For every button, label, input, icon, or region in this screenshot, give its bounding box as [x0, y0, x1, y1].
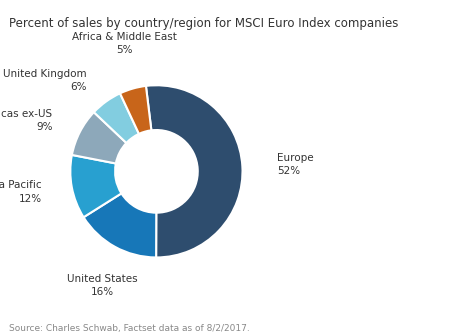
Wedge shape: [120, 86, 151, 134]
Text: Americas ex-US
9%: Americas ex-US 9%: [0, 109, 53, 132]
Wedge shape: [72, 112, 127, 164]
Text: Europe
52%: Europe 52%: [277, 153, 313, 176]
Text: Source: Charles Schwab, Factset data as of 8/2/2017.: Source: Charles Schwab, Factset data as …: [9, 324, 250, 333]
Wedge shape: [94, 93, 139, 143]
Wedge shape: [83, 194, 156, 257]
Wedge shape: [146, 85, 243, 257]
Wedge shape: [70, 155, 121, 217]
Text: Africa & Middle East
5%: Africa & Middle East 5%: [72, 32, 177, 55]
Text: Percent of sales by country/region for MSCI Euro Index companies: Percent of sales by country/region for M…: [9, 17, 399, 30]
Text: United States
16%: United States 16%: [67, 274, 137, 297]
Text: Asia Pacific
12%: Asia Pacific 12%: [0, 180, 42, 204]
Text: United Kingdom
6%: United Kingdom 6%: [3, 69, 87, 92]
